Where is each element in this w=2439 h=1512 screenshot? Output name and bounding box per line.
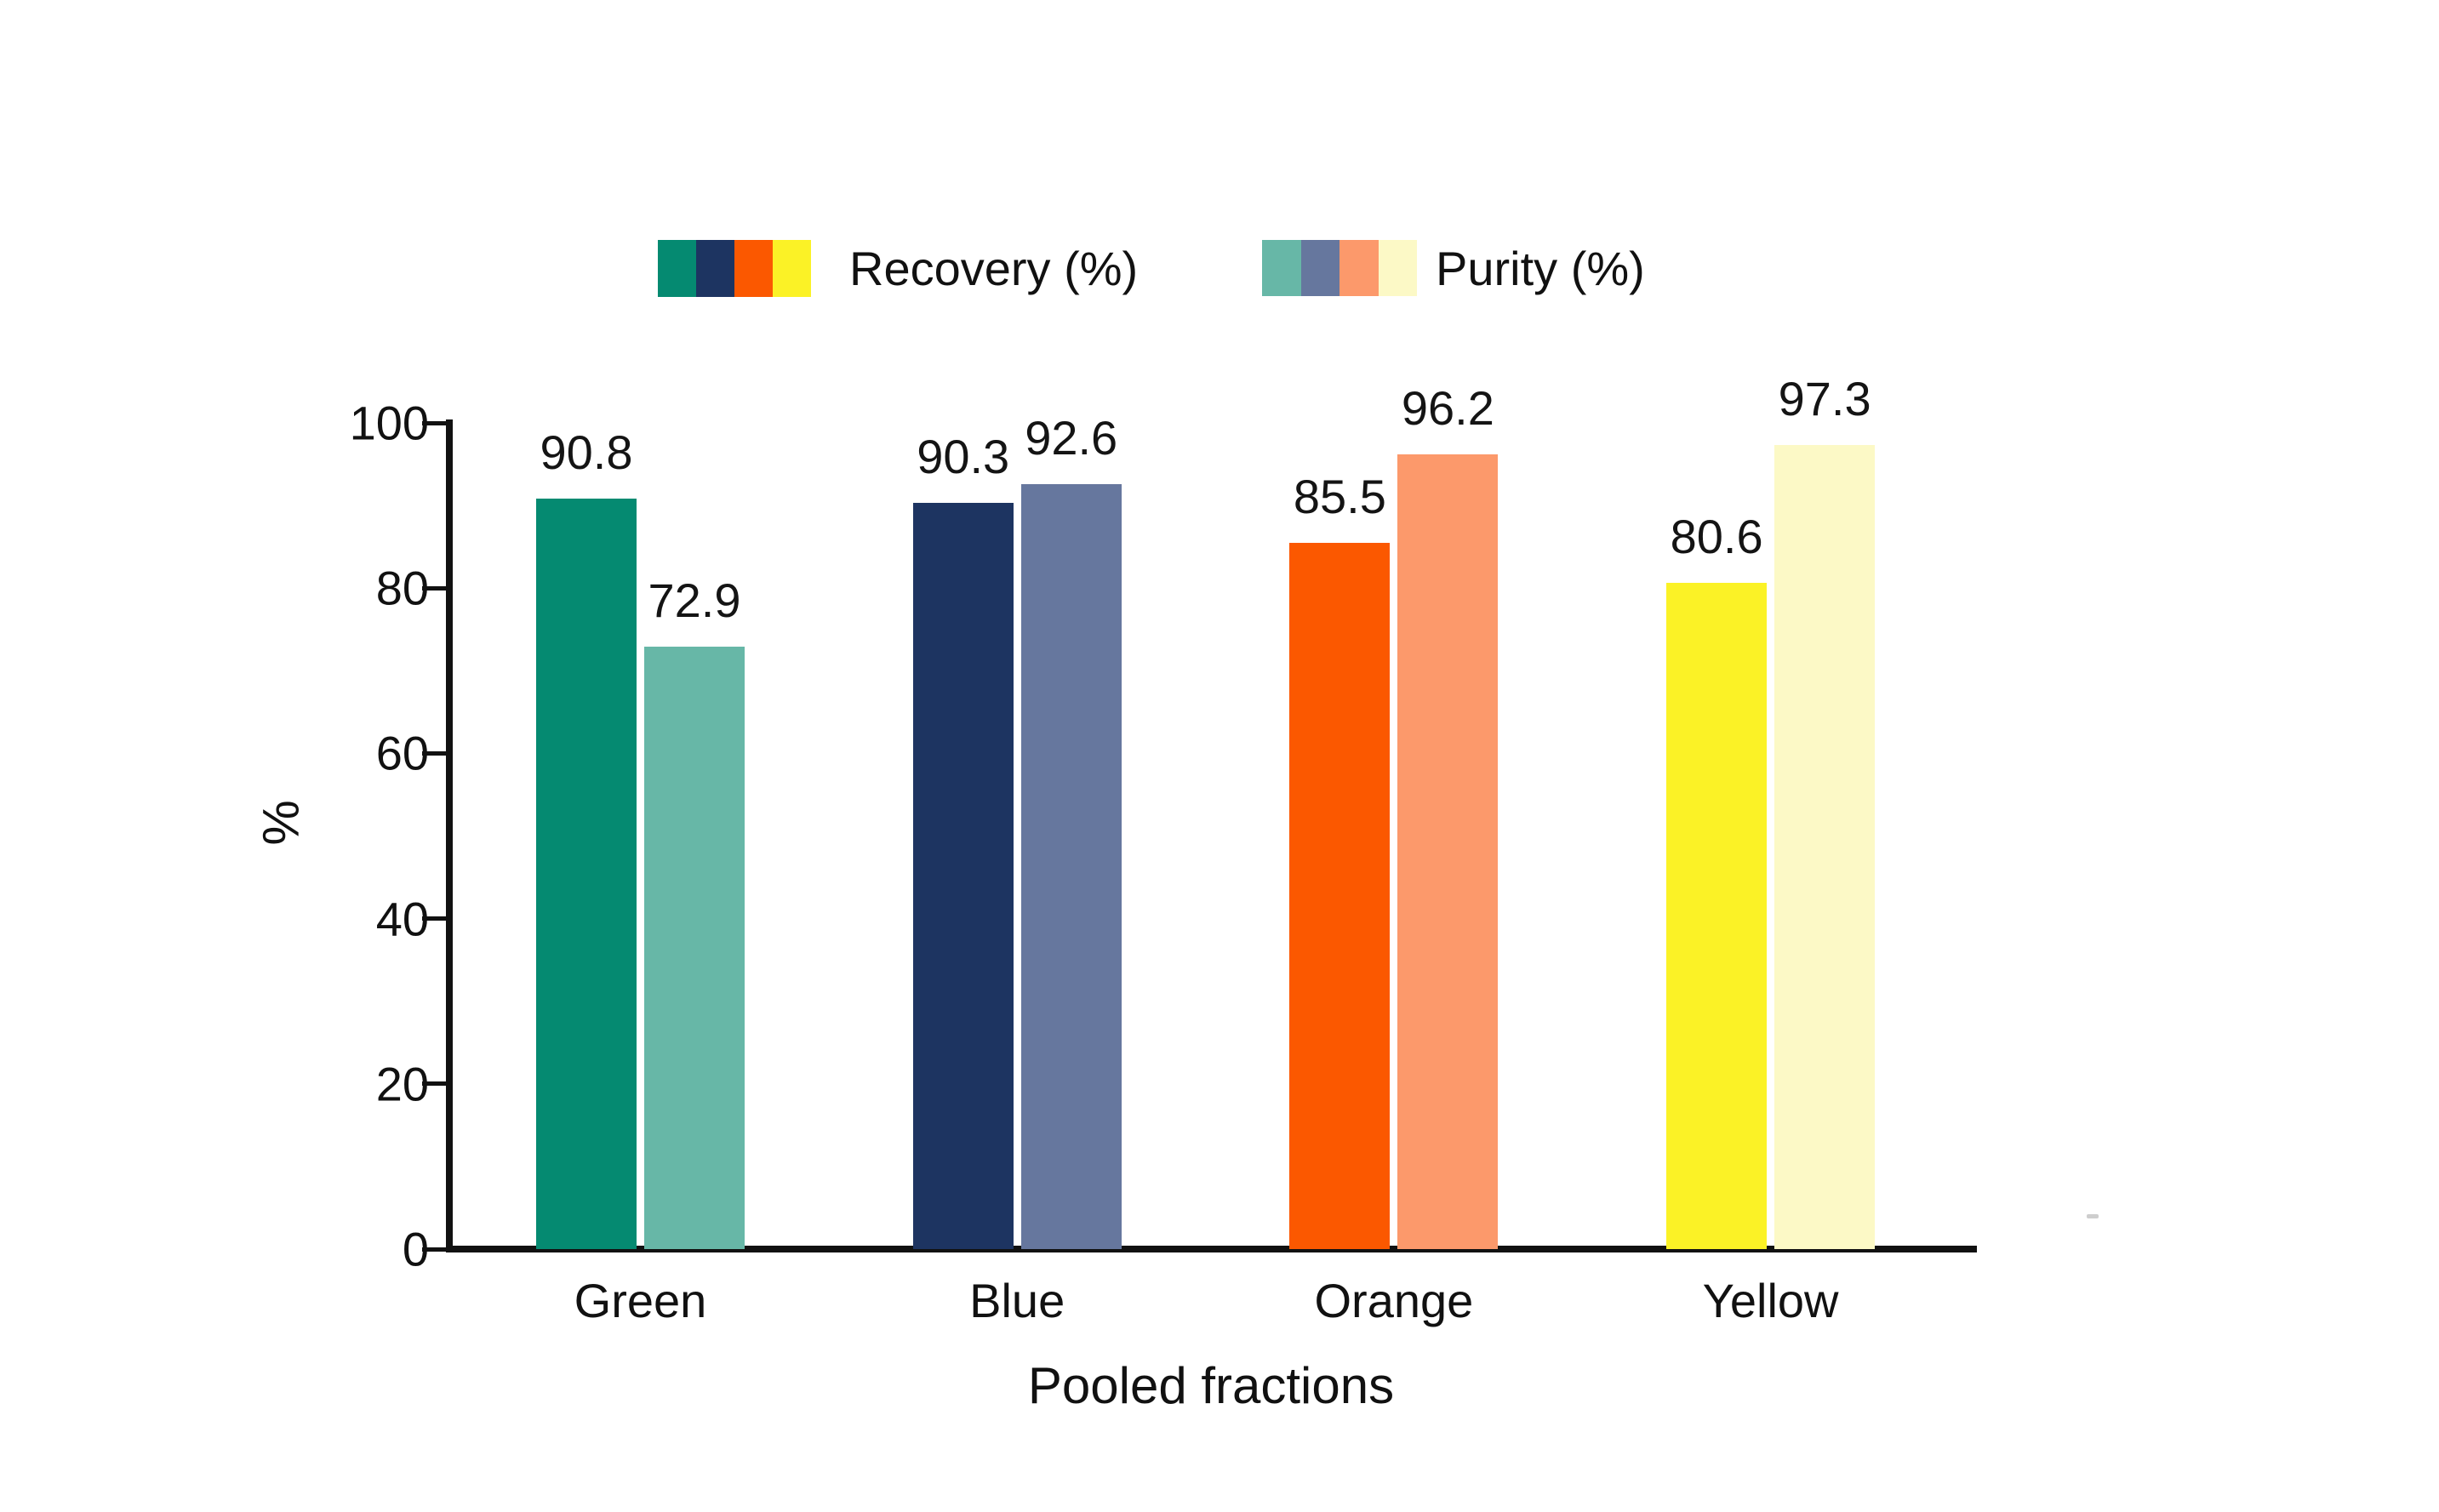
bar-recovery-blue [912,503,1014,1249]
bar-purity-orange [1397,454,1499,1249]
y-tick-mark [422,1247,446,1252]
legend-label-recovery: Recovery (%) [849,242,1139,295]
y-tick-mark [422,916,446,921]
y-tick-label: 20 [375,1057,429,1111]
bar-value-label: 92.6 [1025,410,1118,465]
bar-recovery-green [536,499,637,1249]
legend-swatch-recovery [658,240,811,297]
bar-value-label: 85.5 [1293,469,1386,523]
legend-item-purity: Purity (%) [1262,240,1645,296]
y-tick-mark [422,585,446,591]
y-tick-mark [422,420,446,425]
x-category-label-blue: Blue [969,1274,1065,1327]
bar-value-label: 97.3 [1778,372,1871,426]
y-tick-label: 100 [349,396,429,450]
y-axis-spine [446,419,453,1252]
y-tick-label: 60 [375,726,429,780]
bar-value-label: 96.2 [1401,380,1494,435]
bar-purity-yellow [1774,445,1876,1249]
x-axis-line [446,1246,1977,1252]
bar-recovery-orange [1289,542,1391,1249]
legend-swatch-stripe [1300,240,1339,296]
legend-swatch-purity [1262,240,1417,296]
legend-swatch-stripe [773,240,811,297]
x-category-label-green: Green [574,1274,707,1327]
x-axis-title: Pooled fractions [1027,1357,1395,1414]
y-tick-mark [422,1081,446,1087]
y-tick-mark [422,750,446,756]
x-category-label-yellow: Yellow [1702,1274,1839,1327]
bar-value-label: 90.3 [917,430,1010,484]
legend-swatch-stripe [734,240,773,297]
legend-swatch-stripe [1378,240,1417,296]
legend-swatch-stripe [658,240,696,297]
legend-label-purity: Purity (%) [1436,241,1645,295]
legend-swatch-stripe [1262,240,1301,296]
bar-value-label: 80.6 [1670,510,1763,564]
y-tick-label: 0 [402,1222,429,1276]
legend-swatch-stripe [1339,240,1379,296]
bar-recovery-yellow [1666,583,1768,1249]
x-category-label-orange: Orange [1314,1274,1474,1327]
bar-value-label: 72.9 [648,573,741,628]
y-tick-label: 40 [375,892,429,946]
y-tick-label: 80 [375,561,429,615]
bar-purity-blue [1020,483,1122,1249]
stray-mark [2087,1214,2099,1218]
legend-item-recovery: Recovery (%) [658,240,1138,297]
bar-value-label: 90.8 [540,425,633,480]
bar-purity-green [644,647,745,1249]
legend-swatch-stripe [696,240,734,297]
y-axis-title: % [252,800,310,846]
